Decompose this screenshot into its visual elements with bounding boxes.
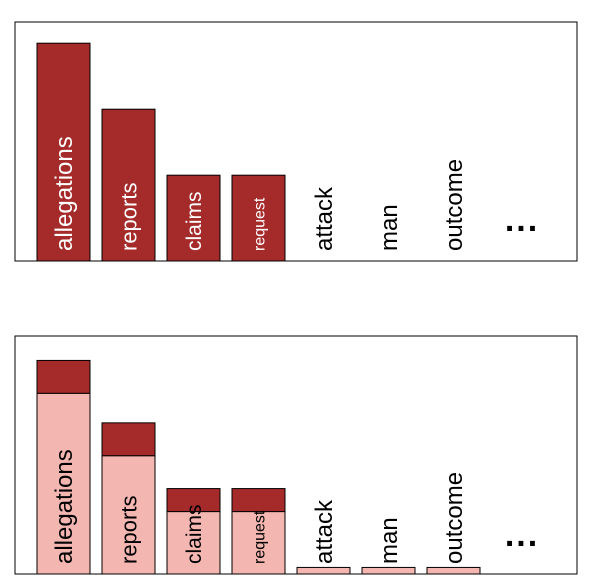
bottom-bar-reports-seg0 [101,455,156,575]
top-bar-claims [166,174,221,262]
bottom-bar-reports-seg1 [101,422,156,457]
top-bar-allegations [36,42,91,262]
top-label-man: man [376,204,403,251]
chart-bottom: allegations reports claims request attack man… [14,335,578,575]
bottom-label-reports: reports [116,496,141,564]
top-label-request: request [251,197,268,251]
bottom-bar-outcome-seg0 [426,566,481,575]
bottom-bar-claims-seg1 [166,488,221,513]
top-label-allegations: allegations [51,136,78,251]
chart-top: allegations reports claims request attack man… [14,21,578,262]
bottom-label-attack: attack [311,499,338,564]
bottom-label-request: request [251,510,268,564]
top-label-claims: claims [183,191,206,251]
top-bar-reports [101,108,156,262]
bottom-label-claims: claims [183,504,206,564]
bottom-bar-request-seg0 [231,511,286,575]
bottom-bar-attack-seg0 [296,566,351,575]
bottom-bar-allegations-seg1 [36,359,91,394]
bottom-label-man: man [376,517,403,564]
bottom-bar-allegations-seg0 [36,392,91,575]
bottom-ellipsis: ... [505,516,539,554]
bottom-plot-frame [14,335,578,575]
bottom-label-outcome: outcome [441,472,468,564]
top-label-attack: attack [311,186,338,251]
top-label-reports: reports [116,183,141,251]
bottom-bar-claims-seg0 [166,511,221,575]
bottom-label-allegations: allegations [51,449,78,564]
top-label-outcome: outcome [441,159,468,251]
top-bar-request [231,174,286,262]
bottom-bar-man-seg0 [361,566,416,575]
top-plot-frame [14,21,578,262]
top-ellipsis: ... [505,201,539,239]
bottom-bar-request-seg1 [231,488,286,513]
